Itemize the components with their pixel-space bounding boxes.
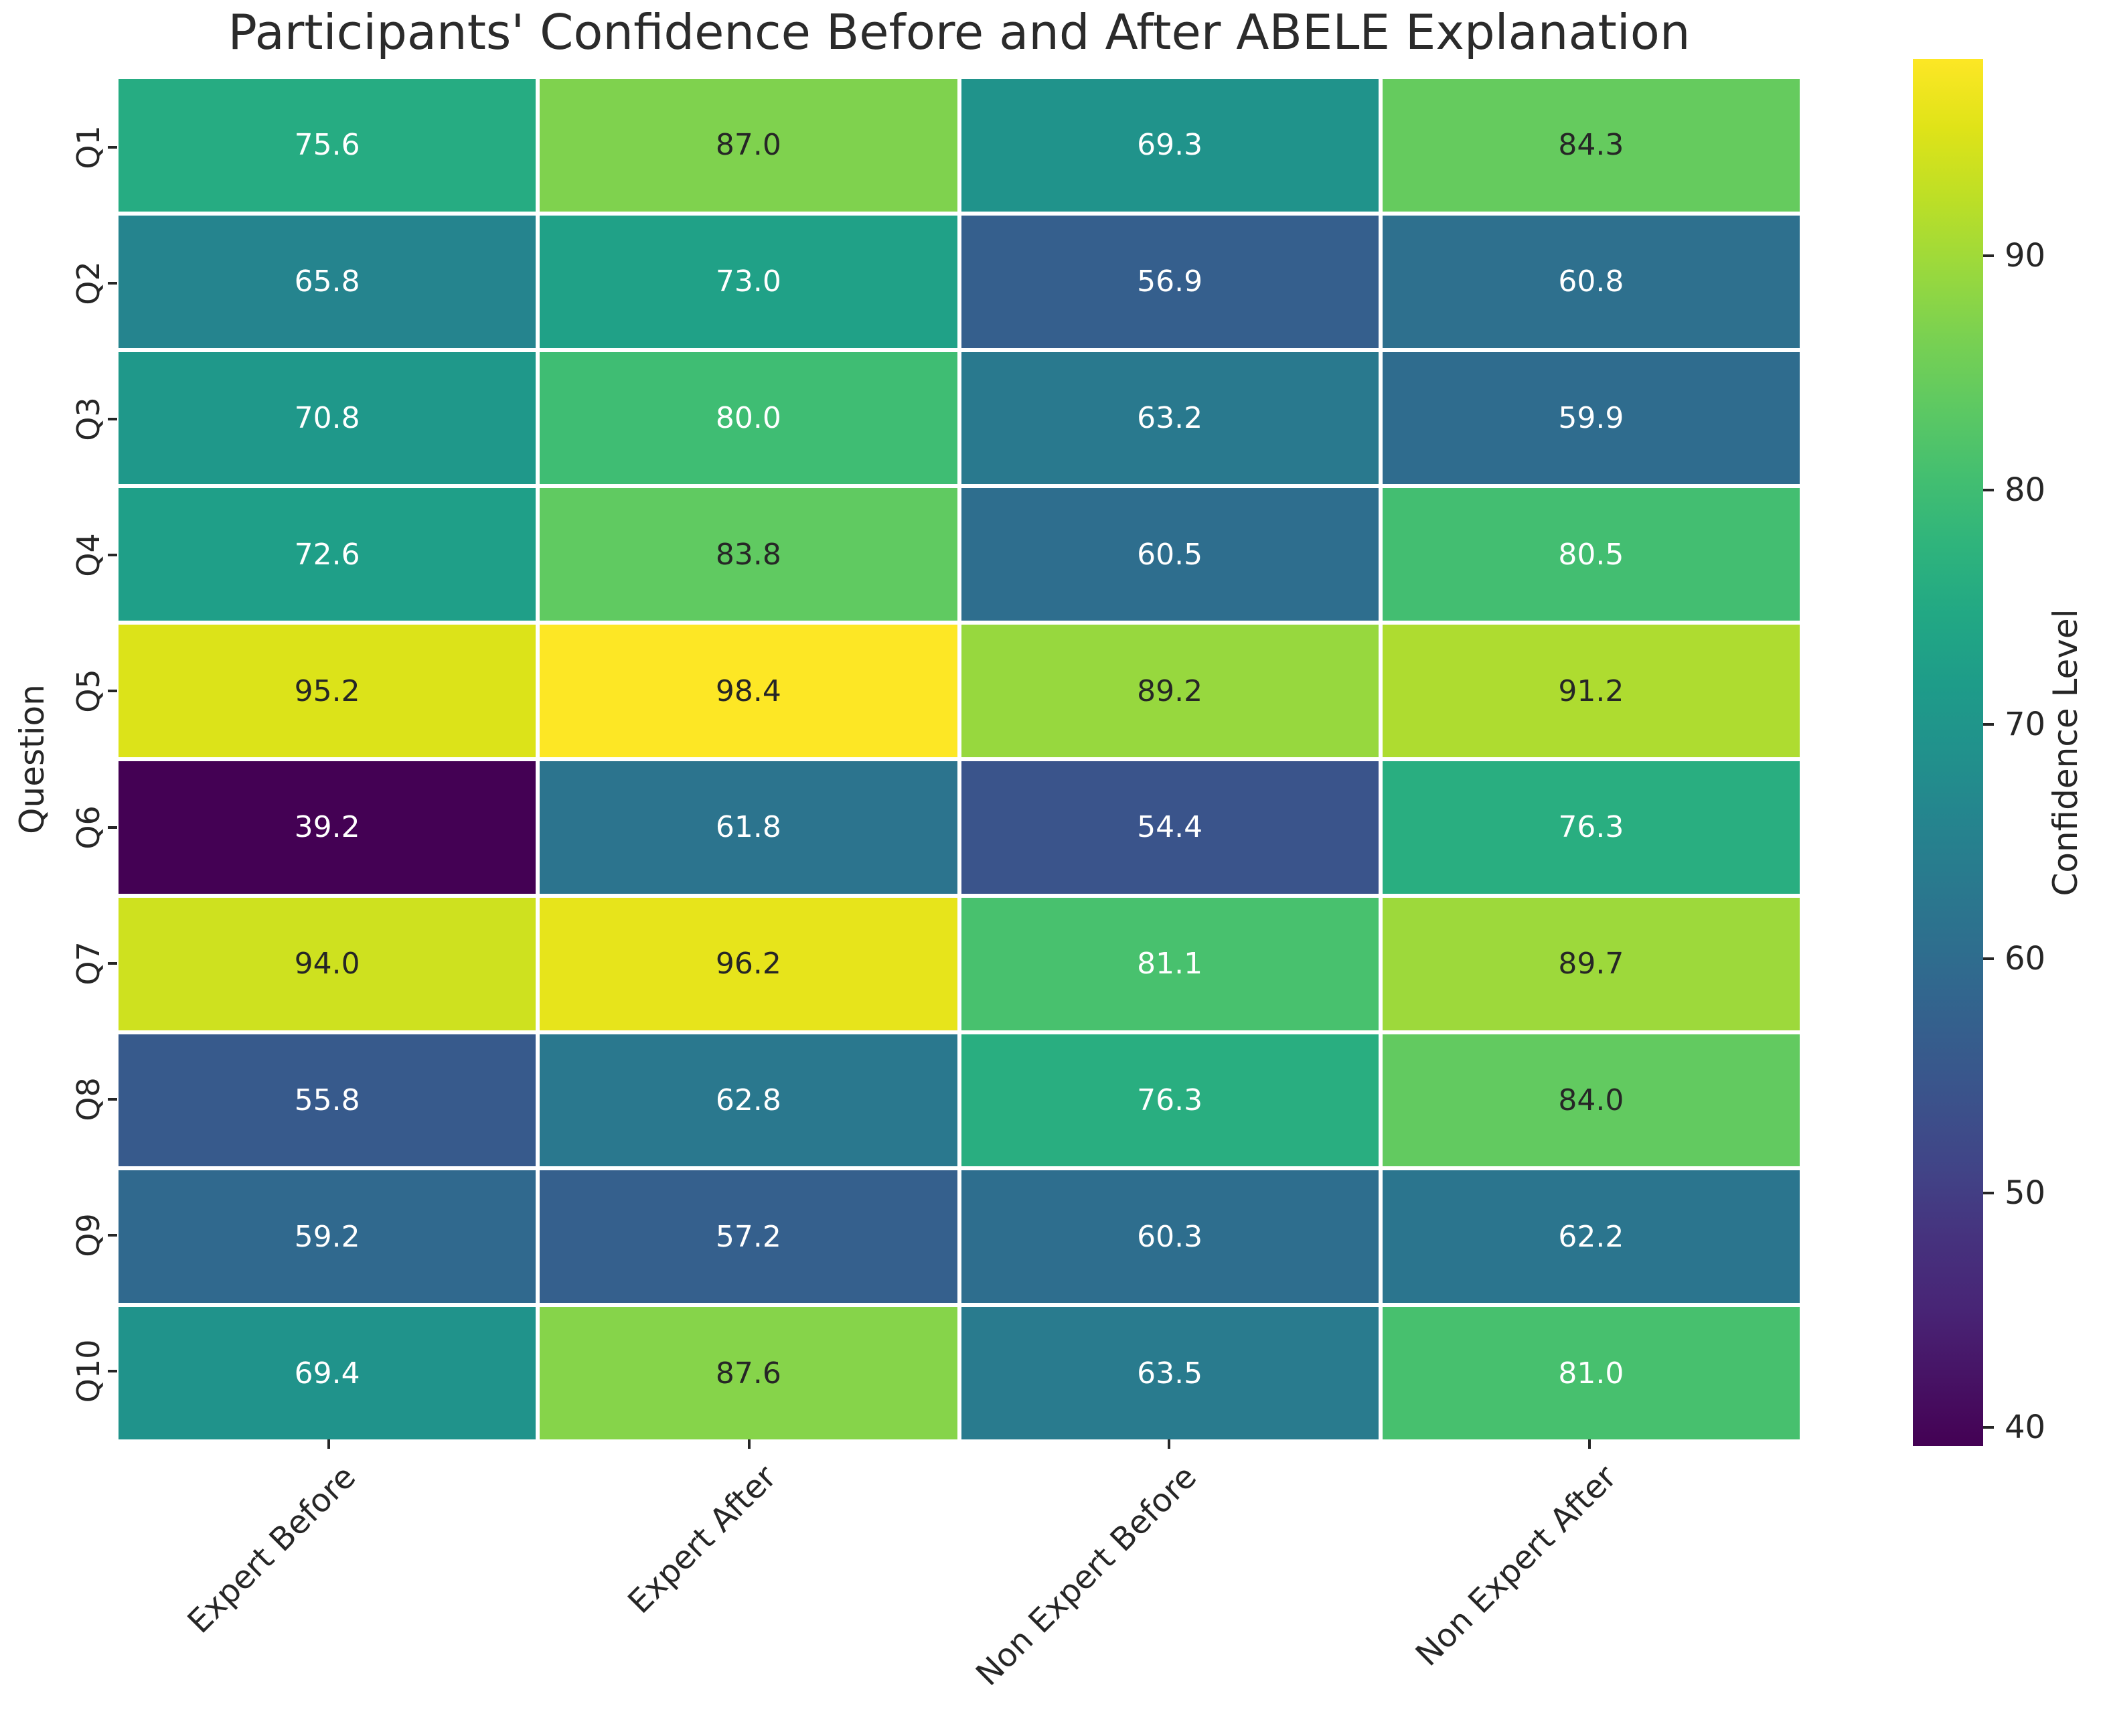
colorbar-tick-mark <box>1983 1426 1994 1429</box>
colorbar-tick-label-60: 60 <box>2005 940 2046 977</box>
colorbar-tick-mark <box>1983 489 1994 491</box>
heatmap-cell-Q2-1: 65.8 <box>119 215 536 348</box>
heatmap-cell-Q7-3: 81.1 <box>961 897 1379 1030</box>
y-tick-text: Q1 <box>70 125 106 169</box>
heatmap-cell-Q4-4: 80.5 <box>1382 488 1800 621</box>
heatmap-cell-Q5-1: 95.2 <box>119 625 536 757</box>
heatmap-cell-Q6-2: 61.8 <box>540 761 957 894</box>
y-tick-mark <box>108 418 117 420</box>
x-tick-mark <box>1168 1439 1171 1449</box>
x-tick-text: Non Expert Before <box>968 1458 1204 1694</box>
y-tick-mark <box>108 1098 117 1101</box>
y-tick-text: Q8 <box>70 1077 106 1121</box>
y-tick-text: Q5 <box>70 669 106 714</box>
x-tick-text: Expert After <box>621 1458 784 1622</box>
colorbar-gradient <box>1913 59 1983 1446</box>
colorbar-tick-label-70: 70 <box>2005 706 2046 743</box>
heatmap-cell-Q6-3: 54.4 <box>961 761 1379 894</box>
x-tick-text: Expert Before <box>180 1458 364 1641</box>
heatmap-cell-Q3-3: 63.2 <box>961 351 1379 485</box>
heatmap-cell-Q5-4: 91.2 <box>1382 625 1800 757</box>
heatmap-cell-Q7-4: 89.7 <box>1382 897 1800 1030</box>
heatmap-cell-Q2-2: 73.0 <box>540 215 957 348</box>
x-tick-text: Non Expert After <box>1409 1458 1624 1674</box>
heatmap: 75.6 87.0 69.3 84.3 65.8 73.0 56.9 60.8 70.8 80.0… <box>119 79 1800 1439</box>
heatmap-cell-Q5-3: 89.2 <box>961 625 1379 757</box>
heatmap-cell-Q5-2: 98.4 <box>540 625 957 757</box>
y-tick-text: Q10 <box>70 1340 106 1403</box>
x-tick-mark <box>747 1439 751 1449</box>
y-tick-mark <box>108 145 117 149</box>
heatmap-cell-Q2-4: 60.8 <box>1382 215 1800 348</box>
colorbar-tick-mark <box>1983 254 1994 257</box>
y-tick-text: Q7 <box>70 941 106 985</box>
y-tick-text: Q6 <box>70 805 106 850</box>
heatmap-cell-Q3-2: 80.0 <box>540 351 957 485</box>
y-tick-text: Q3 <box>70 397 106 441</box>
colorbar-tick-mark <box>1983 1192 1994 1194</box>
y-tick-mark <box>108 1234 117 1237</box>
colorbar-tick-label-50: 50 <box>2005 1174 2046 1212</box>
y-tick-mark <box>108 825 117 829</box>
heatmap-cell-Q4-1: 72.6 <box>119 488 536 621</box>
heatmap-cell-Q2-3: 56.9 <box>961 215 1379 348</box>
heatmap-cell-Q9-3: 60.3 <box>961 1170 1379 1304</box>
heatmap-cell-Q10-2: 87.6 <box>540 1307 957 1439</box>
heatmap-cell-Q1-4: 84.3 <box>1382 79 1800 212</box>
colorbar-tick-label-90: 90 <box>2005 237 2046 274</box>
y-tick-mark <box>108 961 117 965</box>
y-tick-mark <box>108 554 117 557</box>
y-tick-mark <box>108 690 117 693</box>
heatmap-cell-Q6-4: 76.3 <box>1382 761 1800 894</box>
heatmap-cell-Q1-2: 87.0 <box>540 79 957 212</box>
heatmap-cell-Q3-1: 70.8 <box>119 351 536 485</box>
y-tick-mark <box>108 281 117 285</box>
y-tick-text: Q4 <box>70 533 106 577</box>
heatmap-cell-Q10-4: 81.0 <box>1382 1307 1800 1439</box>
heatmap-cell-Q9-4: 62.2 <box>1382 1170 1800 1304</box>
heatmap-cell-Q1-1: 75.6 <box>119 79 536 212</box>
y-tick-text: Q9 <box>70 1213 106 1257</box>
y-tick-text: Q2 <box>70 261 106 305</box>
heatmap-cell-Q8-3: 76.3 <box>961 1034 1379 1167</box>
colorbar-tick-label-80: 80 <box>2005 471 2046 509</box>
heatmap-cell-Q3-4: 59.9 <box>1382 351 1800 485</box>
heatmap-cell-Q9-1: 59.2 <box>119 1170 536 1304</box>
heatmap-cell-Q8-4: 84.0 <box>1382 1034 1800 1167</box>
y-tick-mark <box>108 1370 117 1373</box>
colorbar-tick-mark <box>1983 723 1994 726</box>
heatmap-cell-Q7-2: 96.2 <box>540 897 957 1030</box>
heatmap-cell-Q8-1: 55.8 <box>119 1034 536 1167</box>
x-tick-mark <box>327 1439 330 1449</box>
heatmap-cell-Q4-2: 83.8 <box>540 488 957 621</box>
heatmap-cell-Q1-3: 69.3 <box>961 79 1379 212</box>
heatmap-cell-Q6-1: 39.2 <box>119 761 536 894</box>
heatmap-cell-Q10-1: 69.4 <box>119 1307 536 1439</box>
heatmap-cell-Q9-2: 57.2 <box>540 1170 957 1304</box>
x-tick-mark <box>1588 1439 1591 1449</box>
colorbar-tick-label-40: 40 <box>2005 1409 2046 1446</box>
chart-title: Participants' Confidence Before and Afte… <box>228 4 1691 60</box>
heatmap-cell-Q10-3: 63.5 <box>961 1307 1379 1439</box>
colorbar-tick-mark <box>1983 957 1994 960</box>
heatmap-cell-Q8-2: 62.8 <box>540 1034 957 1167</box>
heatmap-cell-Q7-1: 94.0 <box>119 897 536 1030</box>
heatmap-cell-Q4-3: 60.5 <box>961 488 1379 621</box>
